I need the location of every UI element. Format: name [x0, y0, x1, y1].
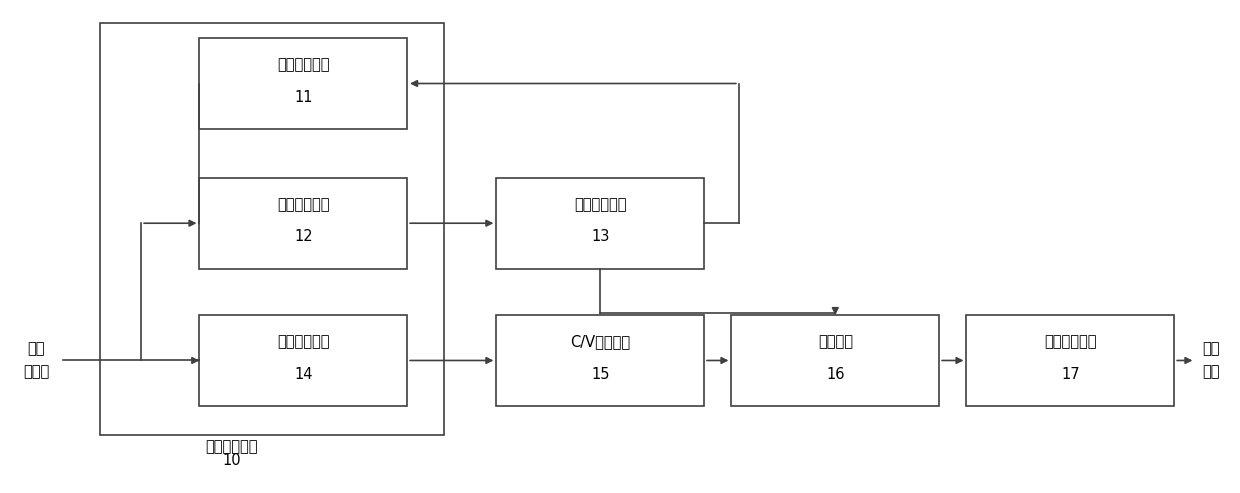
Text: 12: 12	[294, 229, 312, 245]
Bar	[200, 38, 407, 129]
Text: 驱动闭环电路: 驱动闭环电路	[277, 57, 330, 72]
Text: C/V放大电路: C/V放大电路	[570, 334, 630, 350]
Text: 11: 11	[294, 90, 312, 105]
Text: 零偏
输出: 零偏 输出	[1203, 342, 1220, 379]
Text: 17: 17	[1061, 367, 1080, 382]
Text: 输入
角速度: 输入 角速度	[22, 342, 50, 379]
Text: 硅微陀螺结构: 硅微陀螺结构	[206, 439, 258, 454]
Bar	[496, 178, 704, 269]
Text: 低通滤波电路: 低通滤波电路	[1044, 334, 1096, 350]
Text: 14: 14	[294, 367, 312, 382]
Text: 16: 16	[826, 367, 844, 382]
Text: 13: 13	[591, 229, 609, 245]
Bar	[496, 315, 704, 406]
Text: 解调电路: 解调电路	[817, 334, 853, 350]
Text: 10: 10	[222, 453, 241, 468]
Bar	[732, 315, 939, 406]
Text: 驱动轴向结构: 驱动轴向结构	[277, 197, 330, 212]
Text: 15: 15	[591, 367, 609, 382]
Bar	[966, 315, 1174, 406]
Text: 检测轴向结构: 检测轴向结构	[277, 334, 330, 350]
Bar	[100, 24, 444, 435]
Text: 相位补偿电路: 相位补偿电路	[574, 197, 626, 212]
Bar	[200, 178, 407, 269]
Bar	[200, 315, 407, 406]
